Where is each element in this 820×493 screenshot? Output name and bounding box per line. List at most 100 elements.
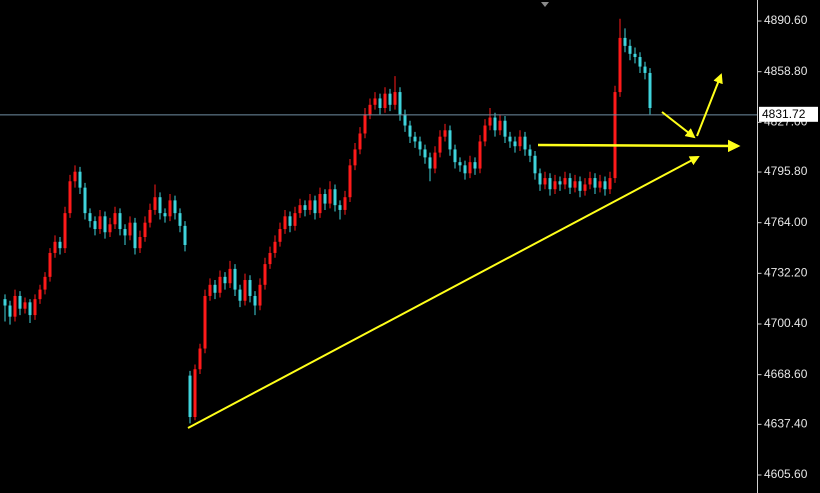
candle-body [638,57,642,67]
candle-body [193,369,197,418]
candle-body [88,213,92,222]
pullback-arrow [661,111,696,139]
price-axis: 4890.604858.804827.004795.804764.004732.… [757,0,818,493]
candle-body [548,178,552,190]
candle-body [133,222,137,249]
candle-body [333,189,337,206]
breakout-arrow [696,73,723,137]
candle-body [153,197,157,210]
candle-body [168,200,172,217]
candle-body [438,136,442,153]
candle-body [373,98,377,105]
candle-body [603,181,607,190]
candle-body [503,120,507,137]
candle-body [403,114,407,126]
candle-body [313,200,317,214]
candle-body [558,181,562,185]
candle-body [228,268,232,284]
resistance-arrow [537,139,741,153]
candle-body [288,216,292,226]
candle-body [53,241,57,253]
candle-body [578,181,582,191]
y-tick-label: 4637.40 [764,417,808,431]
candle-body [443,130,447,137]
candle-body [63,213,67,249]
candle-body [413,136,417,142]
candle-body [328,189,332,204]
candle-body [598,181,602,188]
candle-body [473,162,477,169]
candle-body [98,216,102,230]
plot-area [0,18,758,424]
candle-body [113,213,117,225]
y-tick-label: 4732.20 [764,266,808,280]
candle-body [353,149,357,166]
candle-body [343,197,347,210]
candle-body [383,93,387,108]
candle-body [323,194,327,204]
candle-body [108,224,112,233]
candle-body [303,205,307,210]
candle-body [273,241,277,253]
candle-body [233,268,237,290]
y-tick-label: 4795.80 [764,164,808,178]
candle-body [338,205,342,210]
candle-body [378,98,382,108]
candle-body [263,264,267,285]
current-price-box [759,106,818,122]
candle-body [368,104,372,115]
candle-body [488,117,492,126]
annotations [187,2,741,429]
candle-body [393,92,397,105]
candle-body [293,213,297,226]
candle-body [38,289,42,300]
candle-body [58,241,62,249]
y-tick-label: 4764.00 [764,215,808,229]
candle-body [278,229,282,242]
candle-body [623,37,627,46]
candle-body [68,181,72,214]
candle-body [513,141,517,147]
candle-body [118,213,122,230]
current-price-label: 4831.72 [762,107,806,121]
candle-body [248,280,252,296]
candle-body [158,197,162,214]
candle-body [563,178,567,185]
candle-body [458,162,462,166]
candle-body [478,141,482,169]
candle-body [253,295,257,306]
candle-body [553,181,557,190]
y-tick-label: 4890.60 [764,13,808,27]
candle-body [418,141,422,150]
candle-body [198,348,202,370]
candle-body [218,276,222,293]
candle-body [78,171,82,188]
candle-body [3,299,7,306]
candle-body [628,45,632,54]
candle-body [213,284,217,293]
candle-body [188,375,192,418]
candle-body [453,149,457,163]
candle-body [128,222,132,236]
candle-body [398,92,402,115]
candle-body [18,295,22,309]
candle-body [533,155,537,174]
candle-body [448,130,452,150]
candle-body [138,237,142,249]
candle-body [83,187,87,214]
candle-body [318,194,322,214]
candle-body [643,66,647,73]
candle-body [468,162,472,174]
candle-body [23,302,27,309]
candle-body [183,225,187,245]
y-tick-label: 4605.60 [764,467,808,481]
candle-body [28,302,32,316]
candle-body [433,152,437,169]
candle-body [223,276,227,284]
candle-body [93,221,97,230]
candle-body [423,149,427,158]
candle-body [13,295,17,317]
candle-body [538,173,542,185]
